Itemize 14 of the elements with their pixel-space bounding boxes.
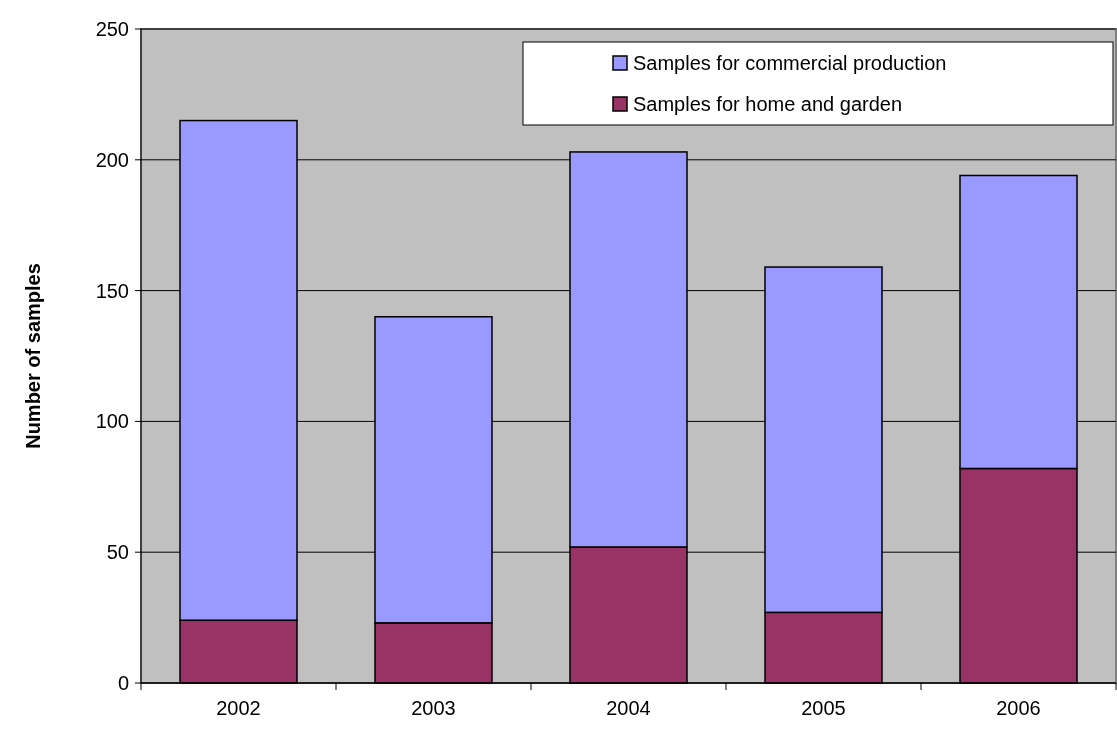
y-tick-label: 50: [106, 541, 129, 564]
x-tick-label: 2006: [996, 697, 1041, 719]
x-tick-label: 2004: [606, 697, 651, 719]
y-tick-label: 0: [117, 672, 129, 694]
x-tick-label: 2003: [411, 697, 456, 719]
y-tick-label: 100: [95, 410, 129, 433]
legend-label: Samples for home and garden: [633, 93, 903, 115]
y-tick-label: 250: [95, 18, 129, 40]
y-tick-label: 200: [95, 148, 129, 171]
x-tick-label: 2005: [801, 697, 846, 719]
y-axis-title: Number of samples: [22, 263, 44, 449]
y-tick-label: 150: [95, 279, 129, 302]
legend-label: Samples for commercial production: [633, 52, 947, 74]
x-tick-label: 2002: [216, 697, 261, 719]
